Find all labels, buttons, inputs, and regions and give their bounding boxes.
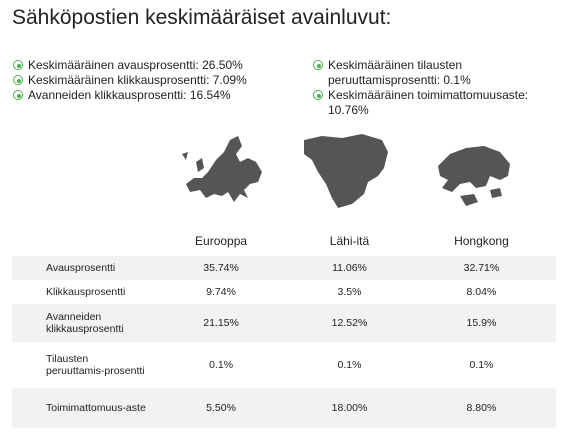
row-label: Tilausten peruuttamis-prosentti: [46, 353, 145, 377]
summary-left: Keskimääräinen avausprosentti: 26.50% Kes…: [12, 58, 292, 103]
summary-item: Keskimääräinen avausprosentti: 26.50%: [12, 58, 292, 73]
title: Sähköpostien keskimääräiset avainluvut:: [12, 6, 392, 29]
cell: 8.04%: [466, 286, 497, 298]
column-header: Lähi-itä: [329, 234, 370, 248]
summary-item: Keskimääräinen klikkausprosentti: 7.09%: [12, 73, 292, 88]
row-label: Avanneiden klikkausprosentti: [12, 304, 150, 342]
cell: 32.71%: [406, 256, 556, 280]
table-row: Avausprosentti 35.74% 11.06% 32.71%: [12, 256, 556, 280]
cell: 18.00%: [292, 388, 407, 428]
cell: 8.80%: [406, 388, 556, 428]
map-europe: [182, 136, 262, 202]
cell: 5.50%: [150, 388, 293, 428]
column-header: Eurooppa: [195, 234, 248, 248]
cell: 11.06%: [292, 256, 407, 280]
table-row: Toimimattomuus-aste 5.50% 18.00% 8.80%: [12, 388, 556, 428]
row-label: Klikkausprosentti: [46, 286, 126, 298]
cell: 35.74%: [150, 256, 293, 280]
cell: 15.9%: [406, 304, 556, 342]
summary-item: Keskimääräinen toimimattomuusaste: 10.76…: [312, 88, 552, 118]
summary-right: Keskimääräinen tilausten peruuttamispros…: [312, 58, 552, 118]
cell: 0.1%: [209, 359, 234, 371]
cell: 0.1%: [469, 359, 494, 371]
table-row: Klikkausprosentti 9.74% 3.5% 8.04%: [12, 280, 556, 304]
table-row: Tilausten peruuttamis-prosentti 0.1% 0.1% 0…: [12, 342, 556, 388]
header-row: Eurooppa Lähi-itä Hongkong: [12, 226, 556, 256]
row-label: Avausprosentti: [12, 256, 150, 280]
cell: 21.15%: [150, 304, 293, 342]
column-header: Hongkong: [454, 234, 509, 248]
corner: [12, 226, 150, 256]
map-middle-east: [304, 134, 388, 208]
cell: 12.52%: [292, 304, 407, 342]
table-body: Avausprosentti 35.74% 11.06% 32.71% Klikkaus…: [12, 256, 556, 428]
stats-table: Eurooppa Lähi-itä Hongkong Avausprosentti 3…: [12, 226, 556, 428]
cell: 0.1%: [337, 359, 362, 371]
table-row: Avanneiden klikkausprosentti 21.15% 12.52%…: [12, 304, 556, 342]
row-label: Toimimattomuus-aste: [12, 388, 150, 428]
map-hongkong: [438, 146, 510, 206]
cell: 9.74%: [206, 286, 236, 298]
summary-item: Avanneiden klikkausprosentti: 16.54%: [12, 88, 292, 103]
summary-item: Keskimääräinen tilausten peruuttamispros…: [312, 58, 552, 88]
cell: 3.5%: [337, 286, 362, 298]
